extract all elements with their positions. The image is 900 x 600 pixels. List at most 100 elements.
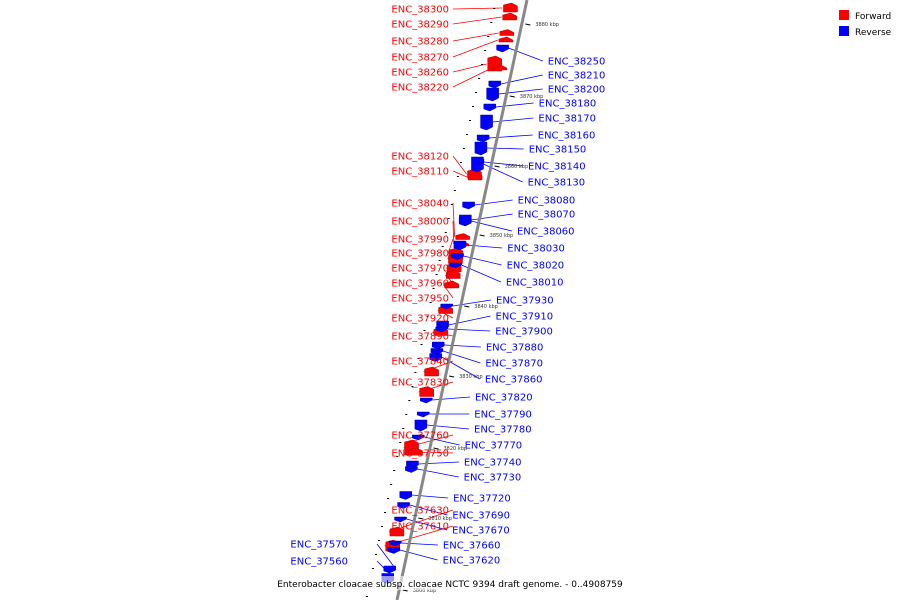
minor-tick — [438, 260, 441, 261]
reverse-gene-label: ENC_38030 — [507, 244, 565, 255]
forward-gene-label: ENC_37920 — [391, 314, 449, 325]
reverse-gene-label: ENC_38160 — [538, 131, 596, 142]
forward-gene-label: ENC_38120 — [391, 152, 449, 163]
reverse-gene-label: ENC_37770 — [465, 441, 523, 452]
minor-tick — [441, 246, 444, 247]
forward-connector — [452, 63, 487, 73]
minor-tick — [484, 50, 487, 51]
kbp-tick-mark — [433, 447, 439, 450]
kbp-tick-mark — [418, 517, 424, 520]
reverse-gene-label: ENC_37780 — [474, 425, 532, 436]
forward-gene-block — [499, 29, 515, 36]
reverse-gene-label: ENC_37870 — [485, 359, 543, 370]
minor-tick — [450, 204, 453, 205]
forward-connector — [452, 170, 468, 178]
minor-tick — [405, 414, 408, 415]
minor-tick — [453, 190, 456, 191]
minor-tick — [402, 428, 405, 429]
forward-gene-label: ENC_37760 — [391, 431, 449, 442]
minor-tick — [408, 400, 411, 401]
reverse-gene-label: ENC_37660 — [443, 541, 501, 552]
forward-gene-label: ENC_38220 — [391, 83, 449, 94]
reverse-gene-block — [471, 156, 484, 173]
kbp-ticks: 3880 kbp 3870 kbp 3860 kbp 3850 kbp 3840 kbp… — [402, 22, 559, 594]
forward-connector — [452, 220, 455, 245]
reverse-connector — [376, 543, 397, 570]
kbp-tick-mark — [525, 23, 531, 26]
forward-gene-label: ENC_37890 — [391, 332, 449, 343]
reverse-gene-label: ENC_37820 — [475, 393, 533, 404]
reverse-gene-block — [405, 466, 418, 473]
kbp-tick-label: 3870 kbp — [520, 94, 544, 100]
reverse-gene-label: ENC_38010 — [506, 278, 564, 289]
reverse-gene-block — [417, 411, 430, 418]
forward-gene-block — [445, 270, 461, 279]
minor-tick — [475, 92, 478, 93]
minor-tick — [378, 540, 380, 541]
reverse-connector — [492, 117, 534, 123]
forward-gene-label: ENC_38290 — [391, 20, 449, 31]
kbp-tick-mark — [402, 589, 408, 592]
kbp-tick-label: 3880 kbp — [535, 22, 559, 28]
minor-tick — [462, 148, 465, 149]
forward-connector — [452, 202, 456, 238]
kbp-tick-label: 3860 kbp — [505, 164, 529, 170]
reverse-gene-block — [480, 114, 493, 131]
reverse-gene-label: ENC_37860 — [485, 375, 543, 386]
reverse-gene-label: ENC_38210 — [548, 71, 606, 82]
reverse-gene-block — [432, 341, 445, 350]
forward-connector — [452, 67, 493, 88]
minor-tick — [456, 176, 459, 177]
reverse-gene-label: ENC_37910 — [496, 312, 554, 323]
kbp-tick-mark — [479, 234, 485, 237]
forward-gene-block — [444, 280, 459, 289]
minor-tick — [493, 8, 496, 9]
legend-forward-label: Forward — [855, 12, 891, 22]
forward-gene-label: ENC_37840 — [391, 357, 449, 368]
reverse-gene-block — [412, 434, 425, 441]
reverse-gene-label: ENC_37670 — [452, 526, 510, 537]
forward-gene-block — [498, 36, 514, 43]
forward-gene-label: ENC_37950 — [391, 294, 449, 305]
reverse-gene-label: ENC_37930 — [496, 296, 554, 307]
reverse-gene-label: ENC_37620 — [443, 556, 501, 567]
reverse-connector — [424, 436, 460, 446]
reverse-gene-label: ENC_38130 — [528, 178, 586, 189]
legend-reverse-label: Reverse — [855, 28, 892, 38]
minor-tick — [423, 330, 426, 331]
minor-ticks — [365, 8, 496, 597]
minor-tick — [393, 470, 396, 471]
minor-tick — [429, 302, 432, 303]
minor-tick — [447, 218, 450, 219]
forward-gene-label: ENC_37610 — [391, 522, 449, 533]
reverse-connector — [495, 102, 534, 108]
kbp-tick-mark — [494, 165, 500, 168]
minor-tick — [481, 64, 484, 65]
reverse-connector — [508, 47, 543, 62]
reverse-gene-label: ENC_37570 — [290, 540, 348, 551]
forward-gene-label: ENC_37990 — [391, 235, 449, 246]
forward-gene-label: ENC_38270 — [391, 53, 449, 64]
reverse-gene-label: ENC_38140 — [528, 162, 586, 173]
forward-gene-block — [503, 2, 518, 13]
minor-tick — [435, 274, 438, 275]
reverse-gene-block — [474, 141, 488, 156]
forward-connector — [452, 16, 502, 25]
minor-tick — [396, 456, 399, 457]
legend-reverse-swatch — [839, 26, 849, 36]
reverse-gene-label: ENC_38060 — [517, 227, 575, 238]
minor-tick — [411, 386, 414, 387]
forward-gene-label: ENC_38280 — [391, 37, 449, 48]
forward-gene-label: ENC_37960 — [391, 279, 449, 290]
reverse-gene-block — [435, 326, 448, 333]
forward-gene-label: ENC_38040 — [391, 199, 449, 210]
reverse-gene-label: ENC_38080 — [518, 196, 576, 207]
minor-tick — [432, 288, 435, 289]
minor-tick — [487, 36, 490, 37]
reverse-connector — [486, 147, 524, 150]
forward-connector — [452, 39, 499, 58]
kbp-tick-label: 3800 kbp — [413, 588, 437, 594]
reverse-connector — [500, 74, 543, 85]
reverse-gene-label: ENC_37900 — [495, 327, 553, 338]
